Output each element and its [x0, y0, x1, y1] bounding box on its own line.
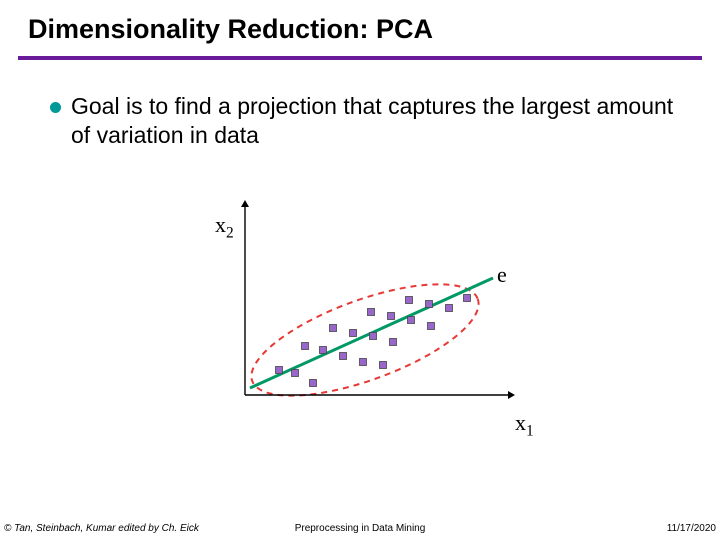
footer-left: © Tan, Steinbach, Kumar edited by Ch. Ei…: [4, 523, 199, 534]
slide-title-text: Dimensionality Reduction: PCA: [28, 14, 433, 44]
bullet-dot-icon: [50, 102, 61, 113]
x-axis-label: x1: [515, 410, 534, 440]
footer-right: 11/17/2020: [667, 523, 716, 534]
slide-title: Dimensionality Reduction: PCA: [28, 14, 433, 45]
title-underline: [18, 56, 702, 60]
pca-chart: x2 x1 e: [195, 200, 545, 430]
e-label: e: [497, 262, 507, 288]
footer-center: Preprocessing in Data Mining: [295, 523, 426, 534]
bullet-item: Goal is to find a projection that captur…: [50, 92, 680, 151]
bullet-text: Goal is to find a projection that captur…: [71, 92, 680, 151]
pca-chart-svg: [195, 200, 545, 430]
y-axis-label: x2: [215, 212, 234, 242]
